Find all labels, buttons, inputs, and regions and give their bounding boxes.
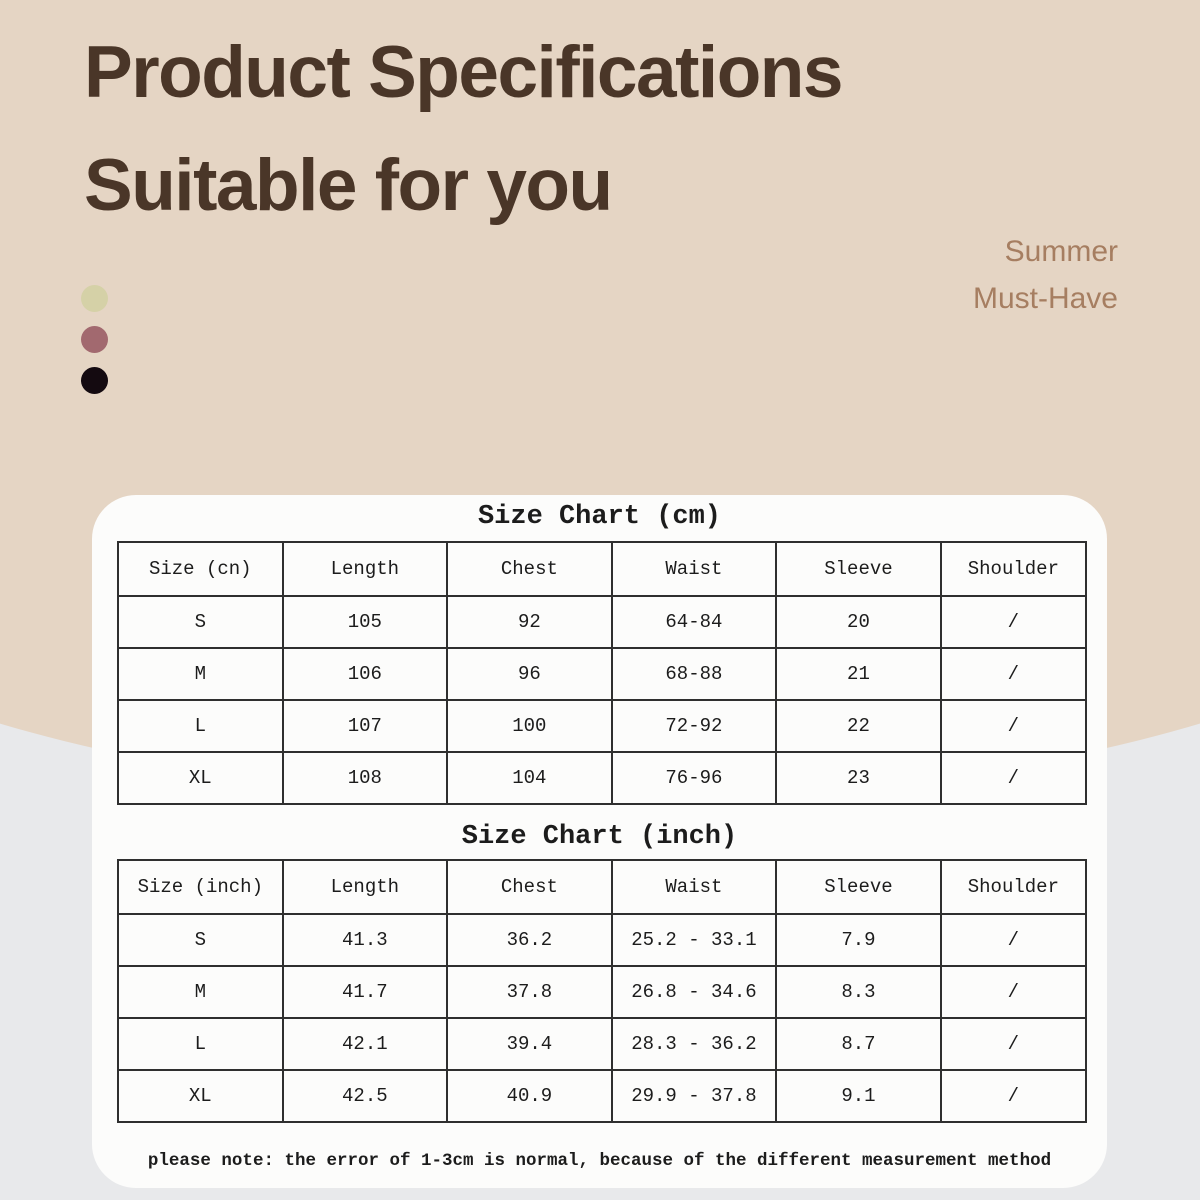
table-header-row: Size (cn) Length Chest Waist Sleeve Shou… [117,541,1088,597]
table-row: S 41.3 36.2 25.2 - 33.1 7.9 / [117,913,1088,967]
table-cell: 29.9 - 37.8 [610,1069,778,1123]
column-header: Size (cn) [117,541,284,597]
table-cell: L [117,699,284,753]
table-cell: 107 [281,699,449,753]
table-cell: S [117,913,284,967]
table-row: XL 42.5 40.9 29.9 - 37.8 9.1 / [117,1069,1088,1123]
table-cell: M [117,965,284,1019]
tagline-line1: Summer [1004,235,1118,268]
table-row: L 42.1 39.4 28.3 - 36.2 8.7 / [117,1017,1088,1071]
tagline: Summer Must-Have [973,228,1118,322]
column-header: Shoulder [939,541,1088,597]
column-header: Waist [610,541,778,597]
table-cell: 41.7 [281,965,449,1019]
table-cell: 37.8 [446,965,613,1019]
table-cell: 8.3 [775,965,942,1019]
table-header-row: Size (inch) Length Chest Waist Sleeve Sh… [117,859,1088,915]
column-header: Chest [446,541,613,597]
column-header: Shoulder [939,859,1088,915]
column-header: Sleeve [775,859,942,915]
table-cell: / [939,647,1088,701]
column-header: Length [281,859,449,915]
table-cell: 28.3 - 36.2 [610,1017,778,1071]
table-cell: / [939,751,1088,805]
table-cell: / [939,1017,1088,1071]
table-cell: / [939,699,1088,753]
page-title-line2: Suitable for you [84,145,613,226]
column-header: Size (inch) [117,859,284,915]
table-cell: 76-96 [610,751,778,805]
table-cell: / [939,913,1088,967]
column-header: Waist [610,859,778,915]
table-cell: 108 [281,751,449,805]
tagline-line2: Must-Have [972,282,1118,315]
table-cell: 68-88 [610,647,778,701]
table-cell: 9.1 [775,1069,942,1123]
column-header: Length [281,541,449,597]
table-cell: 41.3 [281,913,449,967]
size-chart-card: Size Chart (cm) Size (cn) Length Chest W… [92,495,1107,1188]
size-chart-inch-title: Size Chart (inch) [461,822,738,852]
measurement-note: please note: the error of 1-3cm is norma… [147,1151,1052,1171]
table-cell: 36.2 [446,913,613,967]
table-cell: 72-92 [610,699,778,753]
table-cell: / [939,1069,1088,1123]
color-option-dots [81,285,108,408]
table-cell: 100 [446,699,613,753]
size-chart-cm-table: Size (cn) Length Chest Waist Sleeve Shou… [117,541,1088,805]
table-row: L 107 100 72-92 22 / [117,699,1088,753]
table-cell: M [117,647,284,701]
table-cell: 64-84 [610,595,778,649]
table-cell: 21 [775,647,942,701]
color-dot-black [81,367,108,394]
column-header: Chest [446,859,613,915]
table-row: S 105 92 64-84 20 / [117,595,1088,649]
table-cell: 42.5 [281,1069,449,1123]
table-cell: XL [117,751,284,805]
size-chart-cm-title: Size Chart (cm) [477,502,722,532]
table-cell: 92 [446,595,613,649]
size-chart-inch-table: Size (inch) Length Chest Waist Sleeve Sh… [117,859,1088,1123]
table-cell: 23 [775,751,942,805]
table-cell: 42.1 [281,1017,449,1071]
table-cell: 22 [775,699,942,753]
table-row: M 41.7 37.8 26.8 - 34.6 8.3 / [117,965,1088,1019]
table-cell: / [939,595,1088,649]
table-cell: 39.4 [446,1017,613,1071]
column-header: Sleeve [775,541,942,597]
page-title: Product Specifications Suitable for you [84,16,844,242]
table-cell: 105 [281,595,449,649]
table-cell: 25.2 - 33.1 [610,913,778,967]
table-cell: XL [117,1069,284,1123]
table-row: M 106 96 68-88 21 / [117,647,1088,701]
color-dot-light-olive [81,285,108,312]
table-cell: S [117,595,284,649]
table-cell: 106 [281,647,449,701]
table-cell: / [939,965,1088,1019]
color-dot-dusty-rose [81,326,108,353]
table-cell: 7.9 [775,913,942,967]
table-cell: L [117,1017,284,1071]
table-cell: 20 [775,595,942,649]
table-cell: 40.9 [446,1069,613,1123]
table-cell: 104 [446,751,613,805]
table-cell: 26.8 - 34.6 [610,965,778,1019]
table-cell: 8.7 [775,1017,942,1071]
table-cell: 96 [446,647,613,701]
table-row: XL 108 104 76-96 23 / [117,751,1088,805]
page-title-line1: Product Specifications [84,32,844,113]
